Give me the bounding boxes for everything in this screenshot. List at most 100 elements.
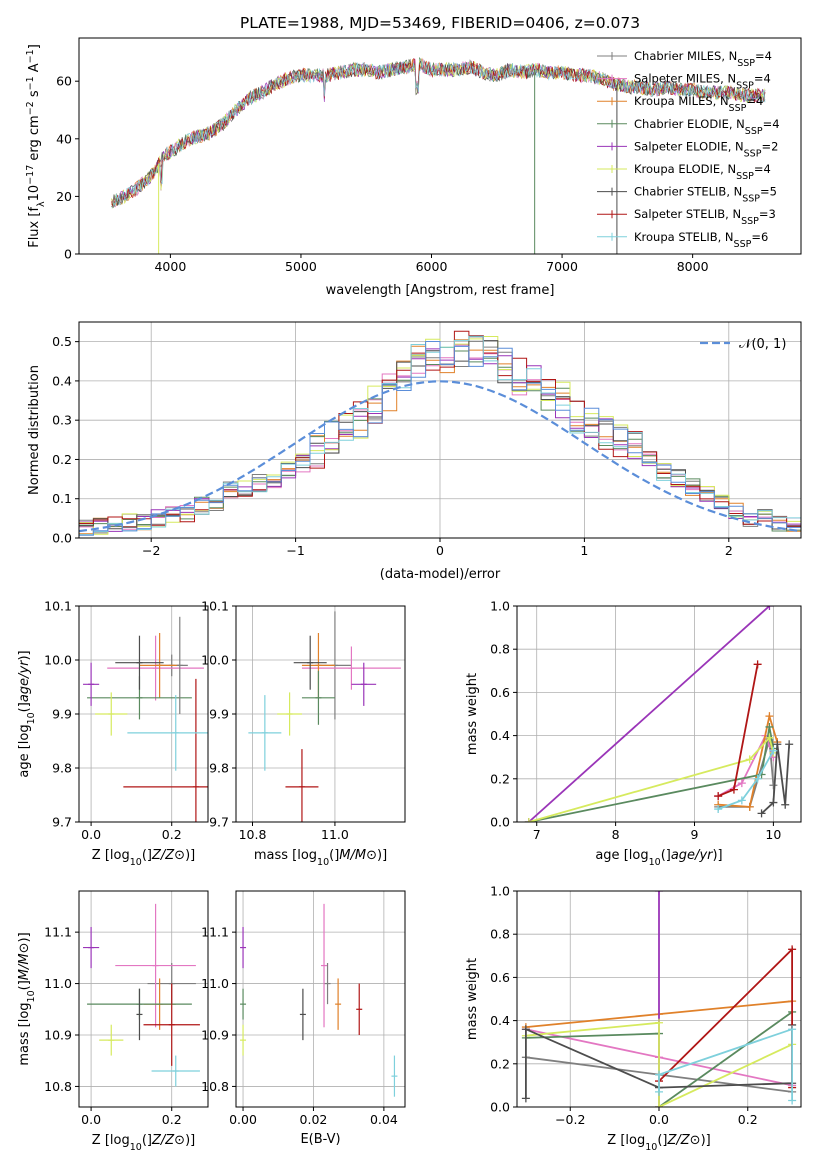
mw-vs-z-panel-lines [521, 891, 797, 1107]
x-tick-label: 1 [580, 543, 588, 558]
mass-vs-z-panel-ylabel: mass [log10(]M/M⊙)] [17, 932, 37, 1065]
legend-entry-1: Salpeter MILES, NSSP=4 [634, 72, 771, 92]
y-tick-label: 9.8 [209, 761, 229, 776]
legend-entry-2-part: SSP [729, 103, 747, 114]
y-tick-label: 0.1 [52, 491, 72, 506]
x-tick-label: 10.8 [239, 827, 267, 842]
mw-vs-z-panel-ylabel: mass weight [465, 958, 480, 1040]
mw-vs-age-panel-xlabel-part: 10 [649, 857, 661, 868]
plus-marker [753, 660, 762, 669]
legend-entry-5: Kroupa ELODIE, NSSP=4 [634, 162, 771, 182]
x-tick-label: 0 [436, 543, 444, 558]
legend-entry-7-text: Salpeter STELIB, NSSP=3 [634, 207, 776, 227]
age-vs-mass-panel-points [248, 611, 401, 822]
legend-entry-5-text: Kroupa ELODIE, NSSP=4 [634, 162, 771, 182]
age-vs-z-panel-xlabel-part: Z [log [92, 848, 130, 863]
legend-entry-2-part: Kroupa MILES, N [634, 94, 729, 108]
spectrum-ylabel-part: λ [36, 201, 47, 207]
plus-marker [769, 746, 778, 755]
y-tick-label: 1.0 [490, 599, 510, 614]
x-tick-label: 5000 [285, 259, 317, 274]
legend-entry-2: Kroupa MILES, NSSP=4 [634, 94, 763, 114]
x-tick-label: 7 [533, 827, 541, 842]
plus-marker [737, 779, 746, 788]
plus-marker [729, 785, 738, 794]
histogram-panel: −2 −1 0 1 2 0.0 0.1 0.2 0.3 0.4 0.5 𝒩(0, 1) [52, 321, 802, 558]
legend-entry-3: Chabrier ELODIE, NSSP=4 [634, 117, 780, 137]
mass-vs-ebv-panel-xlabel: E(B-V) [300, 1132, 340, 1147]
legend-entry-7-part: Salpeter STELIB, N [634, 207, 741, 221]
y-tick-label: 0.4 [490, 1013, 510, 1028]
y-tick-label: 0.6 [490, 685, 510, 700]
legend-entry-2-part: =4 [746, 94, 763, 108]
spectrum-panel: 4000 5000 6000 7000 8000 0 20 40 60 Chabrier MILE… [56, 37, 802, 274]
mw-vs-z-panel: −0.2 0.0 0.2 0.0 0.2 0.4 0.6 0.8 1.0 [490, 884, 802, 1127]
plus-marker [714, 805, 723, 814]
mass-vs-z-panel-ylabel-part: 10 [26, 990, 37, 1002]
spectrum-ylabel-part: −17 [25, 165, 36, 185]
mw-vs-z-panel-xlabel: Z [log10(]Z/Z⊙)] [607, 1133, 710, 1153]
age-vs-z-panel-ylabel: age [log10(]age/yr)] [17, 650, 37, 777]
y-tick-label: 0.6 [490, 970, 510, 985]
y-tick-label: 0 [64, 247, 72, 262]
plus-marker [788, 1025, 797, 1034]
legend-entry-3-part: Chabrier ELODIE, N [634, 117, 745, 131]
age-vs-z-panel-xlabel-part: (] [142, 848, 152, 863]
plus-marker [765, 722, 774, 731]
plus-marker [714, 792, 723, 801]
legend-entry-1-text: Salpeter MILES, NSSP=4 [634, 72, 771, 92]
age-vs-z-panel-ylabel-part: age/yr [17, 659, 32, 702]
age-vs-mass-panel-xlabel-part: mass [log [254, 848, 317, 863]
y-tick-label: 10.8 [44, 1079, 72, 1094]
spectrum-series-8 [111, 61, 766, 209]
normal-curve [79, 380, 801, 533]
age-vs-mass-panel-xlabel-text: mass [log10(]M/M⊙)] [254, 848, 387, 868]
axes-frame [516, 890, 802, 1108]
x-tick-label: 2 [725, 543, 733, 558]
mass-vs-z-panel-ylabel-part: (] [17, 980, 32, 990]
histogram-xlabel: (data-model)/error [380, 567, 501, 582]
legend-entry-6-part: Chabrier STELIB, N [634, 185, 742, 199]
mass-vs-z-panel-xlabel-part: Z [log [92, 1133, 130, 1148]
y-tick-label: 0.4 [490, 728, 510, 743]
mw-vs-age-panel-xlabel: age [log10(]age/yr)] [595, 848, 722, 868]
legend-entry-4-part: SSP [744, 148, 762, 159]
x-tick-label: 4000 [154, 259, 186, 274]
mw-vs-z-panel-xlabel-text: Z [log10(]Z/Z⊙)] [607, 1133, 710, 1153]
mass-vs-ebv-panel: 0.00 0.02 0.04 10.8 10.9 11.0 11.1 [201, 890, 406, 1127]
y-tick-label: 10.1 [44, 599, 72, 614]
legend-entry-3-part: =4 [763, 117, 780, 131]
legend-entry-2-text: Kroupa MILES, NSSP=4 [634, 94, 763, 114]
x-tick-label: 0.0 [649, 1112, 669, 1127]
y-tick-label: 11.1 [201, 925, 229, 940]
mw-vs-age-panel-xlabel-text: age [log10(]age/yr)] [595, 848, 722, 868]
mass-vs-z-panel-ylabel-part: mass [log [17, 1002, 32, 1065]
histogram-steps [79, 330, 801, 536]
legend-entry-8-part: =6 [751, 230, 768, 244]
axes-frame [78, 605, 209, 823]
axes-frame [235, 890, 406, 1108]
mw-vs-age-panel-series-5 [528, 735, 775, 822]
y-tick-label: 0.8 [490, 927, 510, 942]
y-tick-label: 10.0 [201, 653, 229, 668]
mw-vs-age-panel-ylabel: mass weight [465, 673, 480, 755]
plus-marker [788, 1096, 797, 1105]
legend-entry-6-text: Chabrier STELIB, NSSP=5 [634, 185, 777, 205]
mass-vs-z-panel-ylabel-part: M/M⊙ [17, 942, 32, 980]
x-tick-label: 0.2 [162, 827, 182, 842]
mw-vs-z-panel-xlabel-part: )] [701, 1133, 711, 1148]
plus-marker [765, 606, 774, 610]
axes-frame [516, 605, 802, 823]
plus-marker [737, 796, 746, 805]
spectrum-ylabel-part: erg cm [27, 115, 42, 164]
legend-entry-7-part: SSP [741, 216, 759, 227]
x-tick-label: 7000 [546, 259, 578, 274]
age-vs-z-panel-xlabel: Z [log10(]Z/Z⊙)] [92, 848, 195, 868]
legend-entry-0-part: Chabrier MILES, N [634, 49, 737, 63]
age-vs-z-panel-points [83, 616, 208, 822]
x-tick-label: 10 [765, 827, 781, 842]
y-tick-label: 9.7 [209, 815, 229, 830]
legend-entry-3-text: Chabrier ELODIE, NSSP=4 [634, 117, 780, 137]
legend-entry-6-part: SSP [742, 193, 760, 204]
legend-entry-0-text: Chabrier MILES, NSSP=4 [634, 49, 772, 69]
